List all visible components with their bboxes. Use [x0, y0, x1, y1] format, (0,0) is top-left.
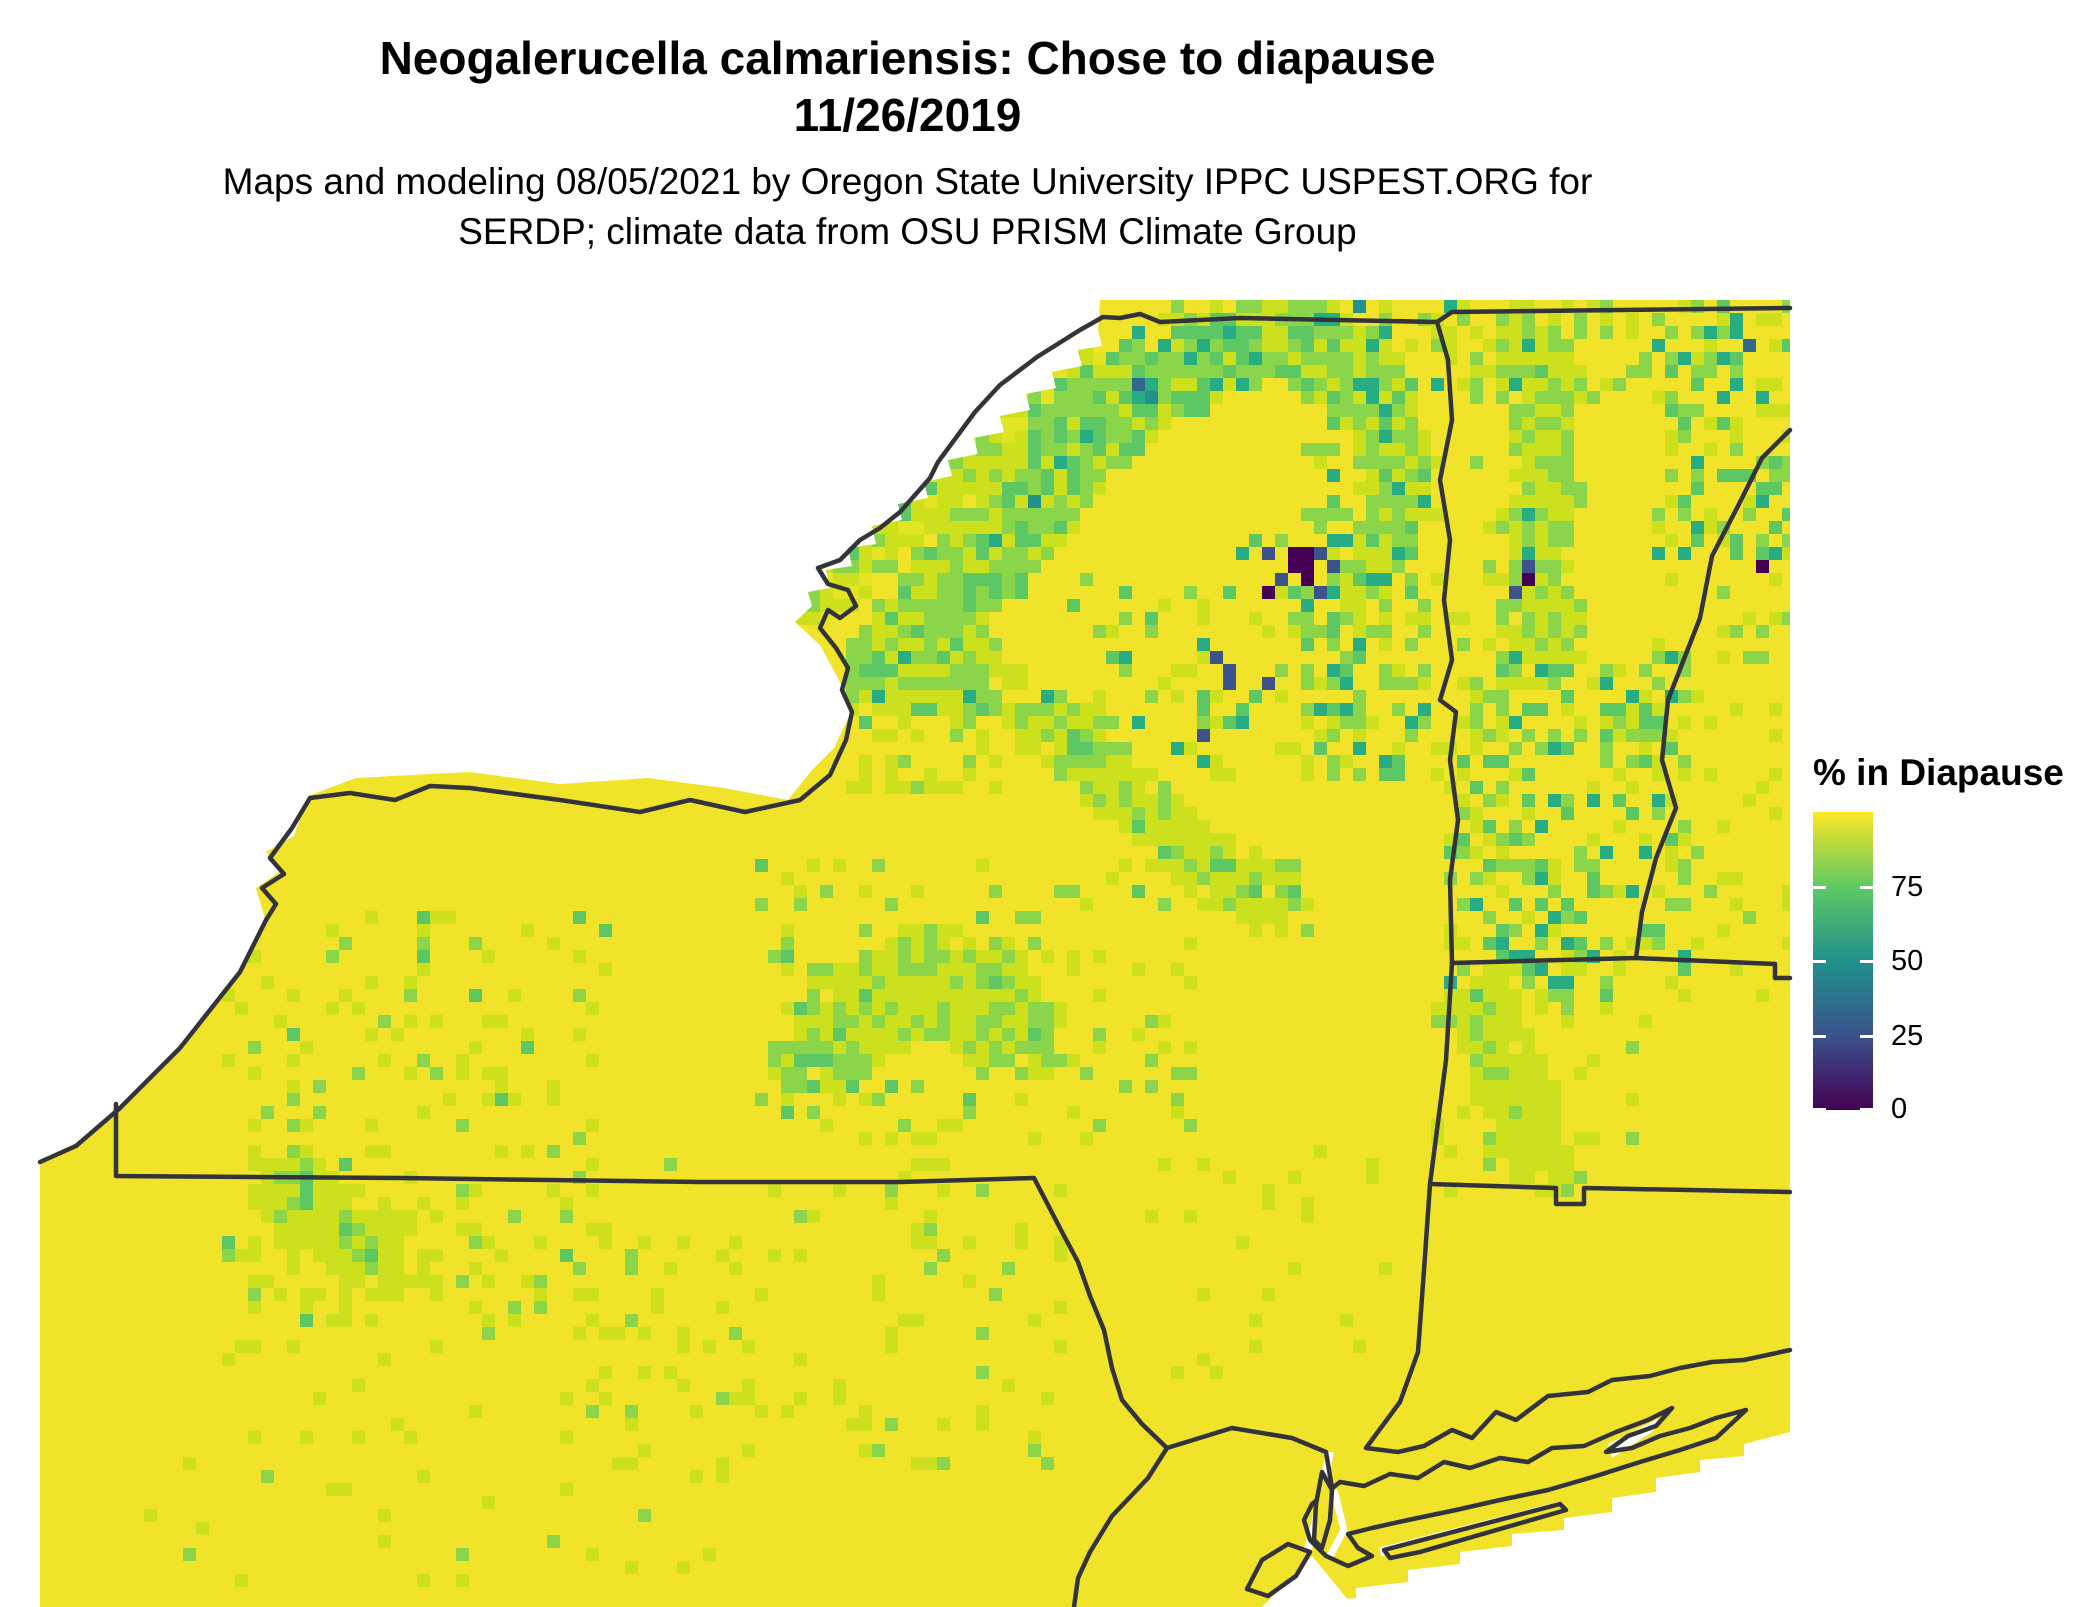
legend-tick-mark [1813, 885, 1826, 889]
legend: % in Diapause 75 50 25 0 [1813, 752, 2093, 1124]
region-ct-river-east [1613, 690, 1790, 1002]
ny-harbor-water [1262, 1556, 1354, 1607]
legend-tick-label: 25 [1891, 1019, 1924, 1052]
region-northern-vt-border-strip [1444, 300, 1652, 404]
region-tug-hill-south [846, 690, 1028, 794]
map-title-line1: Neogalerucella calmariensis: Chose to di… [379, 32, 1436, 84]
east-river-water [1326, 1489, 1348, 1558]
coast-long-island [1301, 1405, 1749, 1569]
region-southern-tier-speckle [560, 1158, 1067, 1470]
border-ny-vt [1434, 319, 1461, 966]
coast-fire-island [1381, 1501, 1569, 1561]
map-subtitle-line1: Maps and modeling 08/05/2021 by Oregon S… [222, 161, 1593, 202]
border-canada-stlawrence-ontario-erie [37, 305, 1793, 1165]
map-title-line2: 11/26/2019 [793, 89, 1022, 141]
coast-staten-island-sandy-hook [1244, 1541, 1313, 1599]
region-western-ny-core [248, 1145, 443, 1301]
legend-tick-mark [1813, 960, 1826, 963]
border-ny-ct-coast [1363, 1181, 1793, 1455]
coast-manhattan [1311, 1469, 1335, 1551]
legend-title: % in Diapause [1813, 752, 2064, 793]
region-champlain-valley [1431, 326, 1509, 898]
region-western-ny-speckle [222, 911, 612, 1327]
legend-tick-mark [1860, 1108, 1873, 1111]
legend-tick-mark [1813, 1034, 1826, 1038]
border-ny-pa [113, 1101, 1170, 1451]
legend-tick-mark [1860, 1034, 1873, 1038]
map-subtitle-line2: SERDP; climate data from OSU PRISM Clima… [458, 211, 1357, 252]
map-subtitle: Maps and modeling 08/05/2021 by Oregon S… [20, 157, 1795, 257]
region-hudson-highlands [1145, 1145, 1392, 1379]
legend-colorbar: 75 50 25 0 [1813, 812, 1923, 1124]
legend-tick-label: 0 [1891, 1093, 1908, 1125]
region-green-mountains-north [1496, 300, 1587, 690]
region-catskills [768, 924, 1080, 1119]
region-central-ny-hills [755, 859, 1197, 1145]
legend-tick-label: 75 [1891, 870, 1924, 903]
region-extreme-cells [1171, 300, 1782, 755]
map-title: Neogalerucella calmariensis: Chose to di… [20, 30, 1795, 144]
legend-tick-mark [1813, 1108, 1826, 1111]
border-ny-ma [1427, 960, 1455, 1187]
border-vt-nh-connecticut-river [1633, 427, 1793, 961]
state-borders [37, 305, 1793, 1607]
legend-tick-label: 50 [1891, 945, 1924, 977]
border-vt-ma [1449, 955, 1793, 981]
border-pa-nj [1071, 1445, 1170, 1607]
legend-tick-mark [1860, 885, 1873, 889]
border-ma-ct [1427, 1181, 1793, 1207]
region-pennsylvania-speckle [144, 1236, 755, 1587]
raster-terrain-layer [144, 300, 1790, 1587]
legend-tick-mark [1860, 960, 1873, 963]
region-taconic-range [1444, 963, 1574, 1184]
